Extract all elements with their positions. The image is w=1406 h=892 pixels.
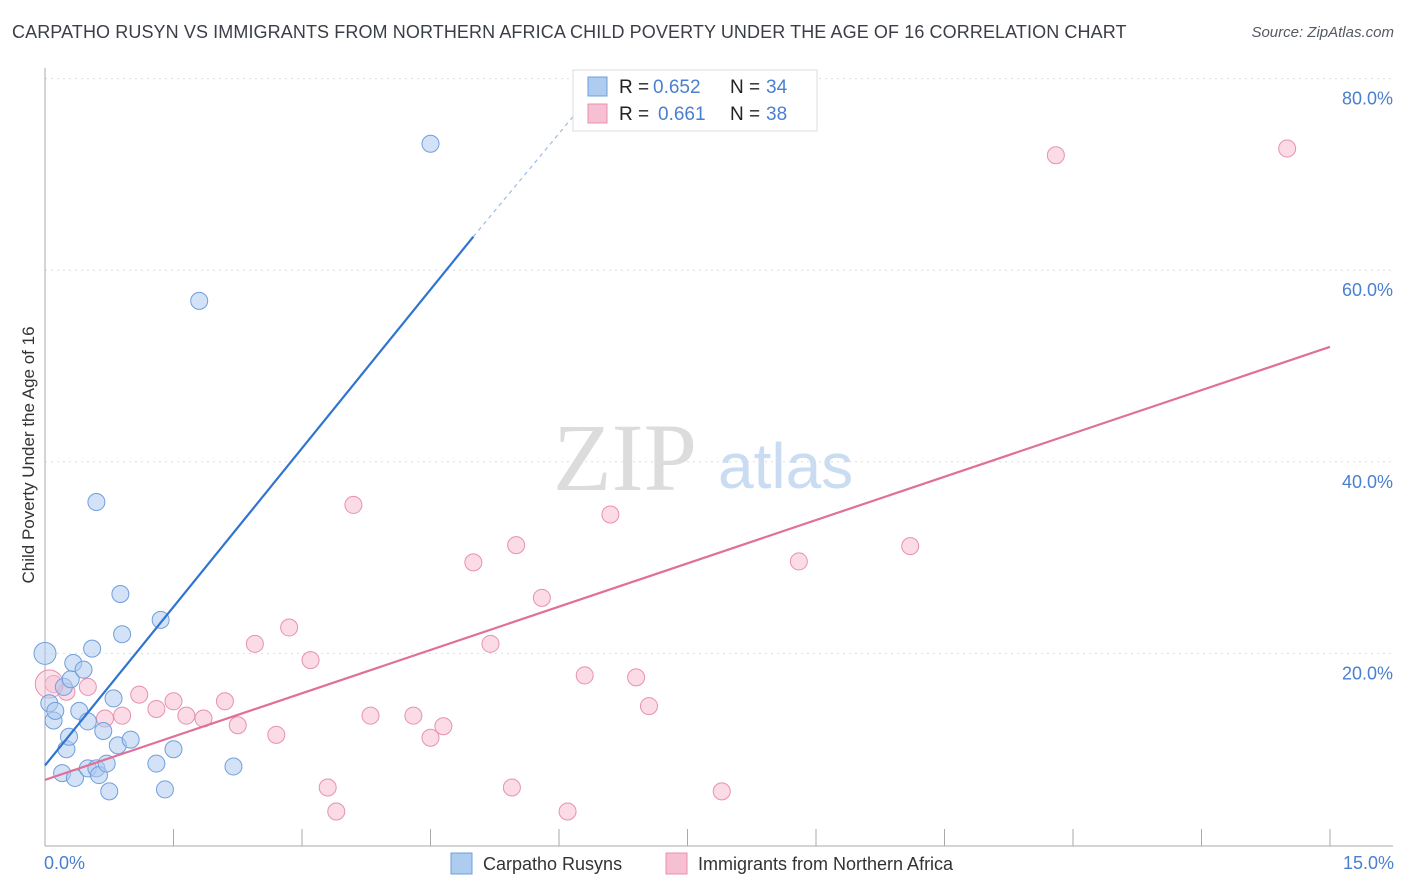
carpatho-point-33 — [421, 134, 440, 153]
immigrants-point-23 — [464, 553, 483, 572]
correlation-legend: R = 0.652 N = 34 R = 0.661 N = 38 — [572, 69, 818, 132]
legend-r-value-2: 0.661 — [658, 104, 706, 125]
immigrants-point-27 — [532, 588, 551, 607]
bottom-legend-swatch-pink — [665, 852, 688, 875]
carpatho-point-29 — [155, 780, 174, 799]
y-tick-label-60: 60.0% — [1342, 280, 1393, 300]
grid-lines — [45, 78, 1393, 654]
carpatho-point-31 — [190, 291, 209, 310]
immigrants-point-10 — [215, 692, 234, 711]
legend-swatch-blue — [587, 76, 608, 97]
legend-n-value-1: 34 — [766, 77, 788, 98]
immigrants-point-7 — [164, 692, 183, 711]
carpatho-point-28 — [151, 610, 170, 629]
chart-title: CARPATHO RUSYN VS IMMIGRANTS FROM NORTHE… — [12, 22, 1127, 42]
carpatho-point-12 — [74, 660, 93, 679]
legend-n-value-2: 38 — [766, 104, 787, 125]
immigrants-point-13 — [267, 725, 286, 744]
immigrants-point-26 — [507, 536, 526, 555]
x-tick-label-min: 0.0% — [44, 853, 85, 873]
carpatho-point-18 — [94, 721, 113, 740]
immigrants-point-29 — [575, 666, 594, 685]
immigrants-point-12 — [245, 634, 264, 653]
y-tick-label-80: 80.0% — [1342, 89, 1393, 109]
bottom-legend-label-1: Carpatho Rusyns — [483, 854, 622, 874]
watermark-zip: ZIP — [553, 404, 697, 511]
immigrants-point-30 — [601, 505, 620, 524]
legend-r-label-1: R = — [619, 77, 649, 98]
immigrants-point-34 — [789, 552, 808, 571]
series-legend: Carpatho Rusyns Immigrants from Northern… — [450, 852, 954, 875]
carpatho-point-30 — [164, 740, 183, 759]
bottom-legend-label-2: Immigrants from Northern Africa — [698, 854, 954, 874]
y-tick-labels: 20.0% 40.0% 60.0% 80.0% — [1342, 89, 1393, 684]
immigrants-point-25 — [502, 778, 521, 797]
immigrants-trendline — [44, 345, 1331, 781]
carpatho-point-3 — [46, 701, 65, 720]
carpatho-points — [33, 134, 440, 801]
immigrants-point-14 — [280, 618, 299, 637]
immigrants-point-35 — [901, 537, 920, 556]
watermark-atlas: atlas — [718, 430, 853, 502]
legend-box — [572, 69, 818, 132]
carpatho-trendline — [44, 235, 475, 767]
carpatho-point-20 — [100, 782, 119, 801]
immigrants-point-24 — [481, 634, 500, 653]
immigrants-point-5 — [130, 685, 149, 704]
immigrants-point-15 — [301, 651, 320, 670]
immigrants-point-16 — [318, 778, 337, 797]
immigrants-point-37 — [1278, 139, 1297, 158]
immigrants-point-4 — [113, 706, 132, 725]
source-label: Source: ZipAtlas.com — [1251, 24, 1394, 41]
immigrants-point-33 — [712, 782, 731, 801]
immigrants-point-36 — [1046, 146, 1065, 165]
immigrants-point-28 — [558, 802, 577, 821]
immigrants-point-21 — [421, 728, 440, 747]
carpatho-point-23 — [111, 585, 130, 604]
immigrants-point-19 — [361, 706, 380, 725]
carpatho-point-0 — [33, 641, 57, 665]
immigrants-point-18 — [344, 495, 363, 514]
carpatho-point-32 — [224, 757, 243, 776]
y-tick-label-20: 20.0% — [1342, 663, 1393, 683]
bottom-legend-swatch-blue — [450, 852, 473, 875]
legend-n-label-2: N = — [730, 104, 760, 125]
immigrants-point-2 — [78, 677, 97, 696]
y-tick-label-40: 40.0% — [1342, 472, 1393, 492]
legend-r-label-2: R = — [619, 104, 649, 125]
carpatho-point-21 — [104, 689, 123, 708]
immigrants-point-11 — [228, 716, 247, 735]
immigrants-point-8 — [177, 706, 196, 725]
trendlines — [44, 102, 1331, 781]
carpatho-point-26 — [121, 730, 140, 749]
immigrants-point-22 — [434, 717, 453, 736]
carpatho-point-27 — [147, 754, 166, 773]
immigrants-point-17 — [327, 802, 346, 821]
carpatho-point-15 — [83, 639, 102, 658]
carpatho-trendline-extension — [472, 102, 586, 238]
axes — [44, 68, 1393, 847]
immigrants-point-6 — [147, 699, 166, 718]
immigrants-point-31 — [627, 668, 646, 687]
carpatho-point-19 — [97, 754, 116, 773]
immigrants-point-32 — [639, 697, 658, 716]
legend-swatch-pink — [587, 103, 608, 124]
legend-r-value-1: 0.652 — [653, 77, 701, 98]
carpatho-point-24 — [113, 625, 132, 644]
carpatho-point-25 — [87, 493, 106, 512]
x-tick-label-max: 15.0% — [1343, 853, 1394, 873]
y-axis-title: Child Poverty Under the Age of 16 — [19, 326, 38, 583]
immigrants-point-20 — [404, 706, 423, 725]
legend-n-label-1: N = — [730, 77, 760, 98]
